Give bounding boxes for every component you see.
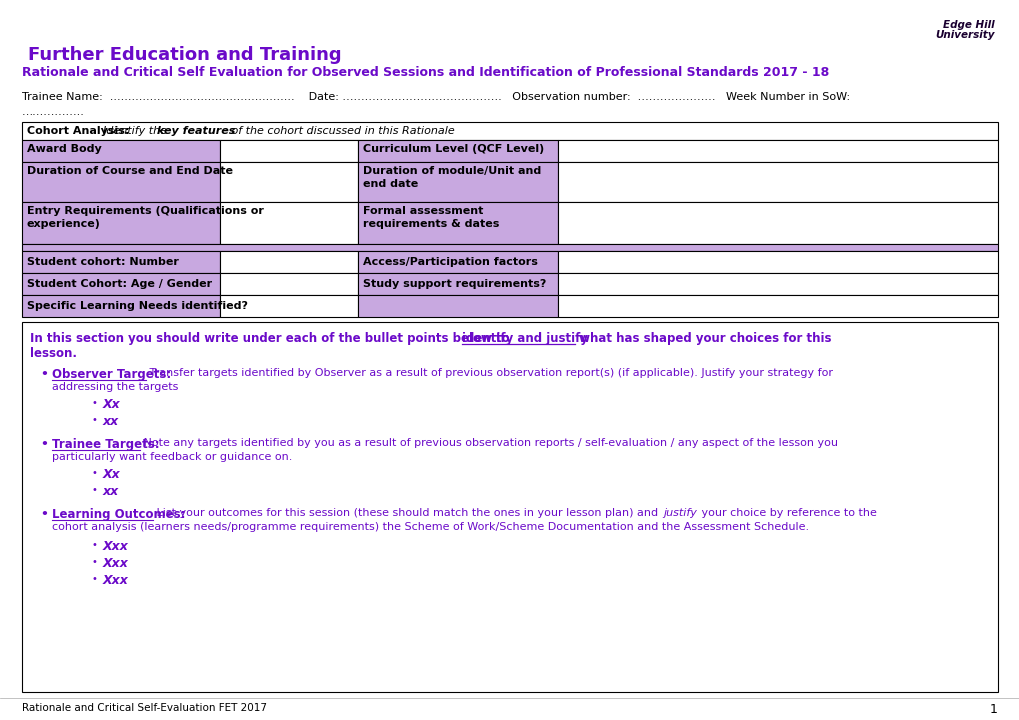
- Text: Further Education and Training: Further Education and Training: [28, 46, 341, 64]
- Text: University: University: [934, 30, 994, 40]
- Text: Formal assessment
requirements & dates: Formal assessment requirements & dates: [363, 206, 499, 229]
- Bar: [358, 162, 557, 202]
- Bar: [557, 140, 997, 162]
- Text: Study support requirements?: Study support requirements?: [363, 279, 546, 289]
- Text: •: •: [40, 508, 48, 521]
- Bar: [358, 295, 557, 317]
- Text: lesson.: lesson.: [30, 347, 76, 360]
- Bar: [220, 202, 358, 244]
- Text: xx: xx: [103, 485, 119, 498]
- Text: Edge Hill: Edge Hill: [943, 20, 994, 30]
- Bar: [220, 295, 358, 317]
- Text: •: •: [40, 368, 48, 381]
- Text: Rationale and Critical Self-Evaluation FET 2017: Rationale and Critical Self-Evaluation F…: [22, 703, 267, 713]
- Text: key features: key features: [157, 126, 235, 136]
- Text: Specific Learning Needs identified?: Specific Learning Needs identified?: [26, 301, 248, 311]
- Text: Award Body: Award Body: [26, 144, 102, 154]
- Bar: [557, 251, 997, 273]
- Text: Xxx: Xxx: [103, 574, 128, 587]
- Text: Learning Outcomes:: Learning Outcomes:: [52, 508, 185, 521]
- Bar: [22, 244, 997, 251]
- Text: ……………..: ……………..: [22, 107, 85, 117]
- Bar: [358, 202, 557, 244]
- Text: Rationale and Critical Self Evaluation for Observed Sessions and Identification : Rationale and Critical Self Evaluation f…: [22, 66, 828, 79]
- Text: Identify the: Identify the: [103, 126, 170, 136]
- Text: Transfer targets identified by Observer as a result of previous observation repo: Transfer targets identified by Observer …: [146, 368, 833, 378]
- Text: Access/Participation factors: Access/Participation factors: [363, 257, 537, 267]
- Bar: [22, 122, 997, 140]
- Text: xx: xx: [103, 415, 119, 428]
- Text: Student cohort: Number: Student cohort: Number: [26, 257, 178, 267]
- Bar: [22, 295, 220, 317]
- Bar: [358, 140, 557, 162]
- Text: •: •: [92, 468, 98, 478]
- Text: •: •: [92, 398, 98, 408]
- Text: Xx: Xx: [103, 468, 120, 481]
- Text: •: •: [92, 485, 98, 495]
- Bar: [22, 140, 220, 162]
- Text: Trainee Targets:: Trainee Targets:: [52, 438, 159, 451]
- Text: Observer Targets:: Observer Targets:: [52, 368, 171, 381]
- Bar: [557, 295, 997, 317]
- Text: Xxx: Xxx: [103, 557, 128, 570]
- Text: In this section you should write under each of the bullet points below to: In this section you should write under e…: [30, 332, 514, 345]
- Text: justify: justify: [662, 508, 696, 518]
- Bar: [557, 273, 997, 295]
- Text: Entry Requirements (Qualifications or
experience): Entry Requirements (Qualifications or ex…: [26, 206, 264, 229]
- Text: Xx: Xx: [103, 398, 120, 411]
- Text: Trainee Name:  ...................................................    Date: …………: Trainee Name: ..........................…: [22, 92, 849, 102]
- Text: addressing the targets: addressing the targets: [52, 382, 178, 392]
- Text: •: •: [92, 557, 98, 567]
- Bar: [22, 251, 220, 273]
- Text: •: •: [92, 540, 98, 550]
- Bar: [220, 140, 358, 162]
- Bar: [358, 273, 557, 295]
- Text: Duration of module/Unit and
end date: Duration of module/Unit and end date: [363, 166, 541, 189]
- Text: List your outcomes for this session (these should match the ones in your lesson : List your outcomes for this session (the…: [153, 508, 661, 518]
- Text: Xxx: Xxx: [103, 540, 128, 553]
- Text: Student Cohort: Age / Gender: Student Cohort: Age / Gender: [26, 279, 212, 289]
- Bar: [220, 273, 358, 295]
- Bar: [22, 322, 997, 692]
- Text: particularly want feedback or guidance on.: particularly want feedback or guidance o…: [52, 452, 292, 462]
- Text: Curriculum Level (QCF Level): Curriculum Level (QCF Level): [363, 144, 544, 154]
- Text: cohort analysis (learners needs/programme requirements) the Scheme of Work/Schem: cohort analysis (learners needs/programm…: [52, 522, 808, 532]
- Text: your choice by reference to the: your choice by reference to the: [697, 508, 876, 518]
- Bar: [22, 273, 220, 295]
- Text: 1: 1: [989, 703, 997, 716]
- Text: Cohort Analysis:: Cohort Analysis:: [26, 126, 133, 136]
- Bar: [22, 202, 220, 244]
- Text: identify and justify: identify and justify: [462, 332, 587, 345]
- Text: of the cohort discussed in this Rationale: of the cohort discussed in this Rational…: [228, 126, 454, 136]
- Bar: [557, 202, 997, 244]
- Text: Note any targets identified by you as a result of previous observation reports /: Note any targets identified by you as a …: [140, 438, 838, 448]
- Text: Duration of Course and End Date: Duration of Course and End Date: [26, 166, 232, 176]
- Bar: [358, 251, 557, 273]
- Bar: [22, 162, 220, 202]
- Bar: [557, 162, 997, 202]
- Text: •: •: [40, 438, 48, 451]
- Bar: [220, 251, 358, 273]
- Text: what has shaped your choices for this: what has shaped your choices for this: [575, 332, 830, 345]
- Text: •: •: [92, 415, 98, 425]
- Bar: [220, 162, 358, 202]
- Text: •: •: [92, 574, 98, 584]
